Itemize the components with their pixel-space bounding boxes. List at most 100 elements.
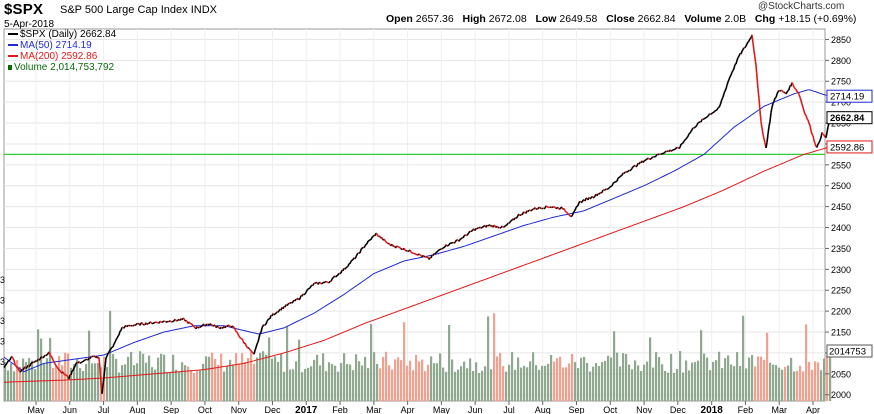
price-segment — [48, 351, 51, 355]
volume-bar — [427, 364, 430, 401]
price-segment — [545, 205, 548, 208]
volume-bar — [802, 371, 805, 401]
volume-bar — [22, 358, 25, 401]
price-segment — [460, 237, 463, 240]
volume-bar — [610, 357, 613, 401]
price-segment — [5, 362, 8, 366]
price-segment — [101, 385, 104, 394]
ytick-label-2750: 2750 — [831, 77, 851, 87]
price-segment — [304, 292, 307, 295]
xtick-label-dec: Dec — [670, 405, 687, 414]
price-segment — [11, 356, 14, 360]
price-segment — [721, 96, 724, 100]
price-segment — [689, 130, 692, 134]
price-segment — [453, 241, 456, 244]
volume-bar — [595, 363, 598, 401]
price-segment — [825, 132, 828, 138]
price-segment — [33, 360, 36, 364]
volume-bar — [505, 371, 508, 401]
ytick-label-2350: 2350 — [831, 244, 851, 254]
volume-bar — [403, 322, 406, 401]
ytick-label-2300: 2300 — [831, 265, 851, 275]
price-segment — [618, 176, 621, 179]
price-segment — [679, 143, 682, 148]
volume-bar — [346, 364, 349, 401]
price-segment — [31, 361, 34, 364]
price-segment — [200, 325, 203, 328]
price-segment — [508, 221, 511, 224]
price-segment — [196, 326, 199, 329]
price-segment — [821, 132, 824, 135]
price-segment — [496, 225, 499, 229]
volume-bar — [175, 369, 178, 401]
price-segment — [541, 207, 544, 210]
price-segment — [436, 250, 439, 253]
volume-bar — [163, 354, 166, 401]
price-segment — [391, 243, 394, 247]
price-segment — [516, 215, 519, 218]
volume-bar — [754, 366, 757, 401]
price-segment — [403, 247, 406, 251]
price-segment — [650, 157, 653, 160]
price-segment — [534, 207, 537, 210]
volume-bar — [823, 358, 826, 401]
volume-bar — [322, 353, 325, 401]
volume-bar — [268, 337, 271, 401]
volume-bar — [415, 354, 418, 401]
price-segment — [751, 34, 754, 44]
price-segment — [568, 214, 571, 217]
price-segment — [120, 327, 123, 331]
price-segment — [598, 192, 601, 195]
volume-bar — [121, 365, 124, 401]
price-segment — [63, 373, 66, 376]
volume-bar — [127, 356, 130, 401]
volume-bar — [280, 353, 283, 401]
volume-bar — [154, 369, 157, 401]
xtick-label-apr: Apr — [806, 405, 820, 414]
price-segment — [694, 125, 697, 128]
price-segment — [398, 246, 401, 249]
price-segment — [16, 366, 19, 369]
price-segment — [245, 345, 248, 348]
volume-bar — [469, 358, 472, 401]
price-segment — [817, 142, 820, 145]
volume-bar — [604, 360, 607, 401]
volume-value: 2.0B — [724, 13, 747, 25]
price-segment — [439, 248, 442, 251]
price-segment — [410, 251, 413, 254]
volume-bar — [262, 351, 265, 401]
price-segment — [226, 324, 229, 328]
price-segment — [310, 284, 313, 287]
price-segment — [128, 324, 131, 327]
volume-bar — [451, 359, 454, 401]
volume-bar — [40, 338, 43, 401]
volume-bar — [652, 367, 655, 401]
price-segment — [124, 324, 127, 327]
chg-label: Chg — [754, 13, 776, 25]
price-segment — [229, 325, 232, 328]
volume-bar — [55, 365, 58, 401]
price-segment — [354, 256, 357, 260]
volume-bar — [271, 358, 274, 401]
copyright[interactable]: @StockCharts.com — [758, 1, 845, 12]
volume-bar — [454, 371, 457, 401]
chart-symbol: $SPX — [4, 1, 44, 18]
price-segment — [630, 167, 633, 171]
volume-bar — [781, 369, 784, 401]
price-segment — [30, 362, 33, 365]
price-segment — [82, 360, 85, 363]
price-segment — [782, 91, 785, 94]
price-segment — [762, 134, 765, 140]
ytick-label-2800: 2800 — [831, 56, 851, 66]
volume-bar — [466, 368, 469, 401]
price-segment — [748, 38, 751, 42]
volume-bar — [574, 362, 577, 401]
volume-bar — [169, 372, 172, 401]
volume-bar — [28, 358, 31, 401]
price-segment — [787, 89, 790, 92]
volume-bar — [703, 353, 706, 401]
volume-bar — [328, 362, 331, 401]
ytick-label-2850: 2850 — [831, 35, 851, 45]
price-segment — [612, 181, 615, 185]
